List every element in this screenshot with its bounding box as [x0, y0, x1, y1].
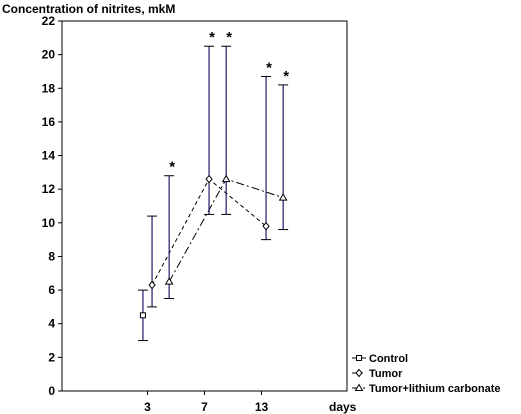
legend-label: Tumor [369, 368, 403, 380]
x-tick-label: 3 [144, 400, 151, 414]
data-markers [139, 174, 288, 319]
x-tick-label: 13 [255, 400, 269, 414]
data-point [205, 174, 213, 184]
data-point [278, 193, 288, 201]
significance-markers: * * * * * [169, 29, 289, 176]
x-tick-label: 7 [201, 400, 208, 414]
legend-label: Control [369, 353, 408, 365]
y-tick-label: 22 [42, 14, 56, 28]
y-tick-label: 12 [42, 182, 56, 196]
y-tick-label: 0 [48, 384, 55, 398]
data-point [139, 312, 146, 319]
y-axis-title: Concentration of nitrites, mkM [2, 2, 175, 16]
y-tick-label: 16 [42, 115, 56, 129]
plot-area [61, 20, 348, 392]
data-point [262, 221, 270, 231]
error-bars [137, 45, 289, 342]
y-tick-label: 8 [48, 249, 55, 263]
data-point [164, 277, 174, 285]
significance-star: * [283, 68, 289, 85]
x-axis: 3 7 13 [144, 391, 268, 414]
significance-star: * [209, 29, 215, 46]
y-tick-label: 10 [42, 216, 56, 230]
y-axis: 0 2 4 6 8 10 12 14 16 18 20 22 [42, 14, 62, 398]
legend: Control Tumor Tumor+lithium carbonate [352, 353, 501, 395]
y-tick-label: 2 [48, 350, 55, 364]
y-tick-label: 18 [42, 81, 56, 95]
significance-star: * [169, 159, 175, 176]
significance-star: * [226, 29, 232, 46]
legend-marker [355, 368, 363, 378]
data-point [221, 174, 231, 183]
legend-label: Tumor+lithium carbonate [369, 383, 501, 395]
x-axis-title: days [329, 400, 357, 414]
significance-star: * [266, 60, 272, 77]
y-tick-label: 4 [48, 317, 55, 331]
legend-marker [354, 383, 364, 391]
y-tick-label: 20 [42, 48, 56, 62]
data-point [148, 280, 156, 290]
y-tick-label: 6 [48, 283, 55, 297]
legend-marker [356, 355, 362, 361]
y-tick-label: 14 [42, 149, 56, 163]
